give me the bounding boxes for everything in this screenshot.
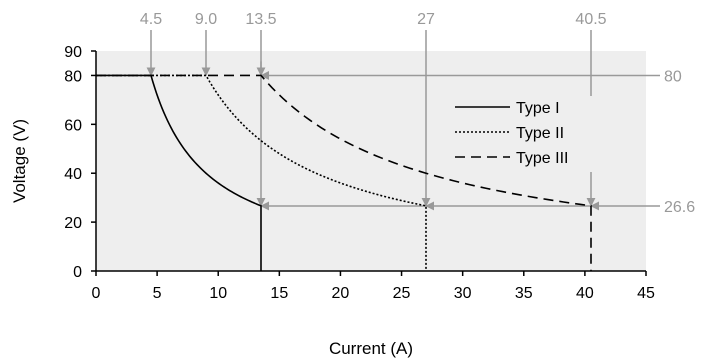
annotation-right-label: 80 bbox=[664, 68, 682, 85]
x-tick-label: 20 bbox=[332, 285, 350, 302]
annotation-top-label: 4.5 bbox=[140, 11, 162, 28]
series-line-type-1 bbox=[96, 74, 262, 271]
y-axis-title: Voltage (V) bbox=[10, 119, 29, 203]
x-tick-label: 35 bbox=[515, 285, 533, 302]
y-tick-label: 80 bbox=[64, 68, 82, 85]
axes bbox=[95, 51, 646, 272]
y-tick-label: 90 bbox=[64, 44, 82, 61]
legend-label: Type I bbox=[516, 100, 560, 117]
legend-label: Type II bbox=[516, 125, 564, 142]
legend-label: Type III bbox=[516, 150, 568, 167]
x-tick-label: 30 bbox=[454, 285, 472, 302]
x-tick-label: 40 bbox=[576, 285, 594, 302]
annotation-top-label: 9.0 bbox=[195, 11, 217, 28]
x-tick-label: 5 bbox=[153, 285, 162, 302]
x-tick-label: 15 bbox=[270, 285, 288, 302]
x-tick-label: 45 bbox=[637, 285, 655, 302]
annotations: 4.5 9.0 13.5 27 40.5 80 26.6 bbox=[140, 11, 695, 216]
series-lines bbox=[96, 74, 592, 271]
annotation-top-label: 13.5 bbox=[245, 11, 276, 28]
x-tick-label: 10 bbox=[209, 285, 227, 302]
x-axis-title: Current (A) bbox=[329, 339, 413, 358]
y-tick-label: 60 bbox=[64, 117, 82, 134]
annotation-top-label: 27 bbox=[417, 11, 435, 28]
y-tick-label: 20 bbox=[64, 215, 82, 232]
legend-box bbox=[443, 96, 593, 172]
y-tick-label: 0 bbox=[73, 264, 82, 281]
series-line-type-3 bbox=[96, 74, 592, 271]
tick-labels: 0 5 10 15 20 25 30 35 40 45 0 20 40 60 80 90 bbox=[64, 44, 655, 302]
annotation-top-label: 40.5 bbox=[575, 11, 606, 28]
x-tick-label: 0 bbox=[92, 285, 101, 302]
y-tick-label: 40 bbox=[64, 166, 82, 183]
legend: Type I Type II Type III bbox=[443, 96, 593, 172]
annotation-right-label: 26.6 bbox=[664, 199, 695, 216]
x-tick-label: 25 bbox=[393, 285, 411, 302]
